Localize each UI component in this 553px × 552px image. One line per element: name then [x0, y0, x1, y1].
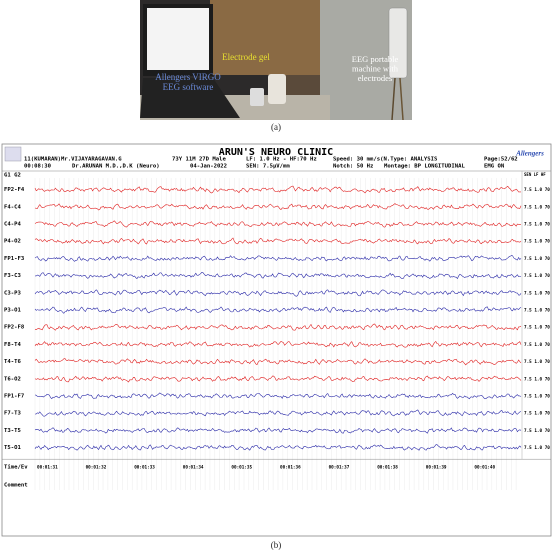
- channel-settings: 7.5 1.0 70: [524, 428, 550, 434]
- eeg-trace: [34, 323, 522, 331]
- channel-label: T4-T6: [4, 359, 21, 365]
- clinic-logo: [4, 146, 22, 162]
- gel-jar: [268, 74, 286, 104]
- photo-label: electrodes: [358, 73, 392, 83]
- timestamp: 00:01:37: [329, 465, 350, 471]
- logo-text: Allengers: [515, 150, 544, 158]
- timestamp: 00:01:36: [280, 465, 301, 471]
- photo-label: Allengers VIRGO: [155, 72, 221, 82]
- channel-label: FP2-F8: [4, 325, 25, 331]
- eeg-trace: [34, 289, 522, 297]
- timestamp: 00:01:31: [37, 465, 58, 471]
- channel-settings: 7.5 1.0 70: [524, 204, 550, 210]
- timestamp: 00:01:39: [426, 465, 447, 471]
- channel-settings: 7.5 1.0 70: [524, 273, 550, 279]
- doctor: Dr.ARUNAN M.D.,D.K (Neuro): [72, 164, 160, 170]
- channel-settings: 7.5 1.0 70: [524, 411, 550, 417]
- channel-settings: 7.5 1.0 70: [524, 394, 550, 400]
- eeg-trace: [34, 203, 522, 211]
- cabinet: [210, 0, 320, 75]
- eeg-trace: [34, 220, 522, 228]
- channel-label: C3-P3: [4, 290, 21, 296]
- timestamp: 00:01:40: [474, 465, 495, 471]
- montage: Montage: BP LONGITUDINAL: [384, 164, 465, 170]
- age: 73Y 11M 27D Male: [172, 157, 227, 163]
- caption: (a): [271, 122, 281, 132]
- channel-label: FP1-F7: [4, 394, 24, 400]
- timestamp: 00:01:33: [134, 465, 155, 471]
- photo-label: EEG software: [163, 82, 214, 92]
- page-number: Page:52/62: [484, 157, 518, 163]
- eeg-trace: [34, 409, 522, 417]
- channel-settings: 7.5 1.0 70: [524, 376, 550, 382]
- emg-status: EMG ON: [484, 164, 505, 170]
- patient: 11(KUMARAN)Mr.VIJAYARAGAVAN.G: [24, 157, 122, 163]
- time-label: Time/Ev: [4, 465, 28, 471]
- channel-settings: 7.5 1.0 70: [524, 290, 550, 296]
- laptop-screen: [147, 8, 209, 70]
- settings-header: SEN LF HF: [524, 172, 546, 177]
- photo-label: Electrode gel: [222, 52, 270, 62]
- eeg-trace: [34, 237, 522, 245]
- clinic-title: ARUN'S NEURO CLINIC: [219, 147, 333, 158]
- comment-label: Comment: [4, 483, 28, 489]
- record-time: 00:08:30: [24, 164, 52, 170]
- eeg-trace: [34, 444, 522, 451]
- laptop-base: [140, 78, 240, 118]
- eeg-trace: [34, 340, 522, 348]
- timestamp: 00:01:34: [183, 465, 204, 471]
- channel-label: T5-O1: [4, 445, 21, 451]
- channel-label: F3-C3: [4, 273, 21, 279]
- eeg-trace: [34, 358, 522, 366]
- caption: (b): [271, 540, 282, 550]
- sensitivity: SEN: 7.5µV/mm: [246, 164, 290, 170]
- timestamp: 00:01:35: [231, 465, 252, 471]
- date: 04-Jan-2022: [190, 164, 227, 170]
- eeg-trace: [34, 375, 522, 383]
- timestamp: 00:01:32: [86, 465, 107, 471]
- group-label: G1 G2: [4, 173, 21, 179]
- eeg-trace: [34, 392, 522, 400]
- filter: LF: 1.0 Hz - HF:70 Hz: [246, 157, 317, 163]
- channel-label: C4-P4: [4, 222, 21, 228]
- gel-jar-small: [250, 88, 264, 106]
- channel-settings: 7.5 1.0 70: [524, 325, 550, 331]
- channel-settings: 7.5 1.0 70: [524, 359, 550, 365]
- photo-label: machine with: [352, 63, 399, 73]
- channel-settings: 7.5 1.0 70: [524, 256, 550, 262]
- channel-label: F7-T3: [4, 411, 21, 417]
- channel-label: FP2-F4: [4, 187, 25, 193]
- eeg-trace: [34, 255, 522, 262]
- eeg-traces: FP2-F4 7.5 1.0 70 F4-C4 7.5 1.0 70 C4-P4 7.5 …: [2, 171, 551, 490]
- eeg-trace: [34, 185, 522, 194]
- speed: Speed: 30 mm/s(N.Type: ANALYSIS: [333, 157, 438, 163]
- channel-settings: 7.5 1.0 70: [524, 187, 550, 193]
- channel-label: FP1-F3: [4, 256, 24, 262]
- channel-settings: 7.5 1.0 70: [524, 342, 550, 348]
- photo: [140, 0, 412, 121]
- channel-settings: 7.5 1.0 70: [524, 445, 550, 451]
- channel-settings: 7.5 1.0 70: [524, 239, 550, 245]
- eeg-trace: [34, 272, 522, 280]
- channel-label: T3-T5: [4, 428, 21, 434]
- channel-settings: 7.5 1.0 70: [524, 308, 550, 314]
- channel-label: P3-O1: [4, 308, 21, 314]
- timestamp: 00:01:38: [377, 465, 398, 471]
- channel-label: P4-O2: [4, 239, 21, 245]
- cable: [399, 77, 404, 121]
- channel-label: T6-O2: [4, 376, 21, 382]
- notch: Notch: 50 Hz: [333, 164, 373, 170]
- eeg-frame: [1, 143, 552, 537]
- eeg-machine: [388, 7, 408, 79]
- cable: [391, 77, 396, 121]
- eeg-trace: [34, 427, 522, 434]
- eeg-trace: [34, 306, 522, 314]
- channel-label: F4-C4: [4, 204, 21, 210]
- photo-label: EEG portable: [352, 54, 399, 64]
- channel-label: F8-T4: [4, 342, 21, 348]
- channel-settings: 7.5 1.0 70: [524, 222, 550, 228]
